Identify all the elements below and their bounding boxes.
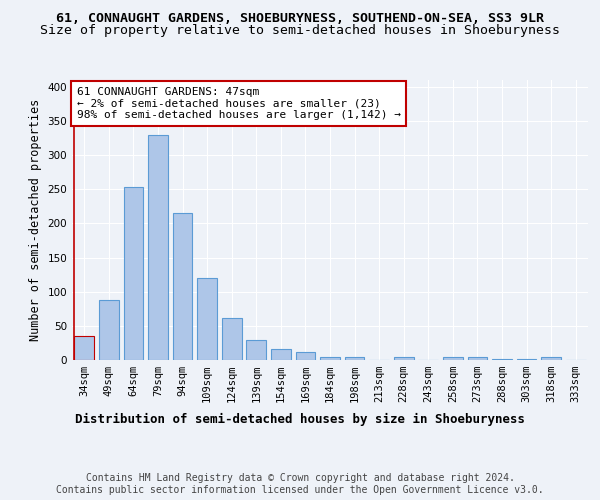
- Bar: [247, 340, 266, 360]
- Text: Contains HM Land Registry data © Crown copyright and database right 2024.
Contai: Contains HM Land Registry data © Crown c…: [56, 474, 544, 495]
- Text: Distribution of semi-detached houses by size in Shoeburyness: Distribution of semi-detached houses by …: [75, 412, 525, 426]
- Bar: [148, 134, 168, 360]
- Y-axis label: Number of semi-detached properties: Number of semi-detached properties: [29, 99, 42, 341]
- Bar: [345, 358, 364, 360]
- Bar: [296, 352, 315, 360]
- Text: 61 CONNAUGHT GARDENS: 47sqm
← 2% of semi-detached houses are smaller (23)
98% of: 61 CONNAUGHT GARDENS: 47sqm ← 2% of semi…: [77, 87, 401, 120]
- Text: 61, CONNAUGHT GARDENS, SHOEBURYNESS, SOUTHEND-ON-SEA, SS3 9LR: 61, CONNAUGHT GARDENS, SHOEBURYNESS, SOU…: [56, 12, 544, 26]
- Bar: [394, 358, 413, 360]
- Bar: [74, 336, 94, 360]
- Bar: [124, 187, 143, 360]
- Bar: [467, 358, 487, 360]
- Bar: [443, 356, 463, 360]
- Bar: [541, 358, 561, 360]
- Bar: [517, 358, 536, 360]
- Bar: [197, 278, 217, 360]
- Bar: [173, 213, 193, 360]
- Bar: [271, 349, 290, 360]
- Bar: [320, 356, 340, 360]
- Bar: [492, 358, 512, 360]
- Text: Size of property relative to semi-detached houses in Shoeburyness: Size of property relative to semi-detach…: [40, 24, 560, 37]
- Bar: [99, 300, 119, 360]
- Bar: [222, 318, 242, 360]
